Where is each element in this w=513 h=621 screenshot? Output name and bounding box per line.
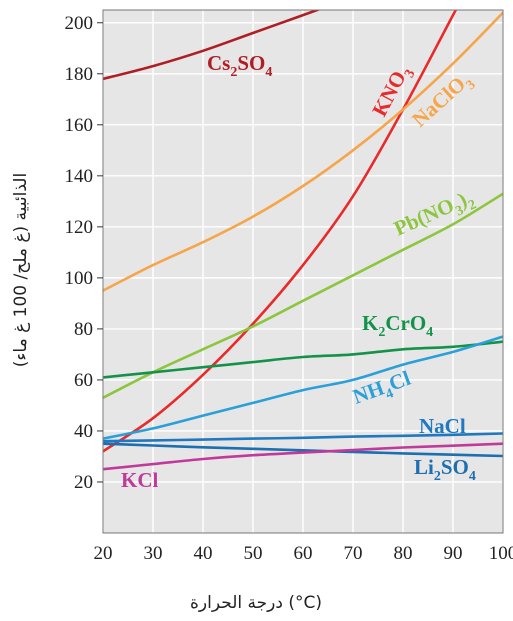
series-line-li2so4	[103, 442, 503, 458]
x-axis-label: درجة الحرارة (°C)	[190, 593, 322, 613]
series-line-pbno32	[103, 192, 503, 399]
series-line-k2cro4	[103, 340, 503, 379]
y-tick-label: 60	[74, 370, 93, 391]
x-tick-label: 20	[94, 543, 113, 564]
y-tick-label: 80	[74, 319, 93, 340]
x-tick-label: 40	[194, 543, 213, 564]
series-label-li2so4: Li2SO4	[414, 455, 476, 484]
y-tick-label: 40	[74, 421, 93, 442]
x-tick-label: 80	[394, 543, 413, 564]
y-tick-label: 200	[65, 13, 94, 34]
y-tick-label: 160	[65, 115, 94, 136]
series-line-naclo3	[103, 11, 503, 292]
x-tick-label: 50	[244, 543, 263, 564]
x-tick-label: 70	[344, 543, 363, 564]
plot-border	[102, 9, 504, 534]
x-axis-ticks: 20 30 40 50 60 70 80 90 100	[94, 543, 513, 564]
series-line-kno3	[103, 10, 458, 453]
y-axis-ticks: 20 40 60 80 100 120 140 160 180 200	[65, 13, 103, 493]
x-tick-label: 100	[489, 543, 513, 564]
series-lines	[103, 10, 503, 471]
y-tick-label: 120	[65, 217, 94, 238]
series-label-nacl: NaCl	[419, 414, 466, 438]
x-tick-label: 60	[294, 543, 313, 564]
x-tick-label: 30	[144, 543, 163, 564]
series-line-nacl	[103, 432, 503, 443]
series-label-k2cro4: K2CrO4	[362, 311, 433, 340]
series-line-kcl	[103, 442, 503, 471]
y-axis-label: الذائبية (غ ملح/ 100 غ ماء)	[11, 173, 31, 367]
series-label-kcl: KCl	[121, 468, 159, 492]
y-tick-label: 100	[65, 268, 94, 289]
series-label-cs2so4: Cs2SO4	[207, 51, 272, 80]
series-line-cs2so4	[103, 10, 322, 81]
x-tick-label: 90	[444, 543, 463, 564]
y-tick-label: 140	[65, 166, 94, 187]
y-tick-label: 20	[74, 472, 93, 493]
series-line-nh4cl	[103, 335, 503, 440]
y-tick-label: 180	[65, 64, 94, 85]
